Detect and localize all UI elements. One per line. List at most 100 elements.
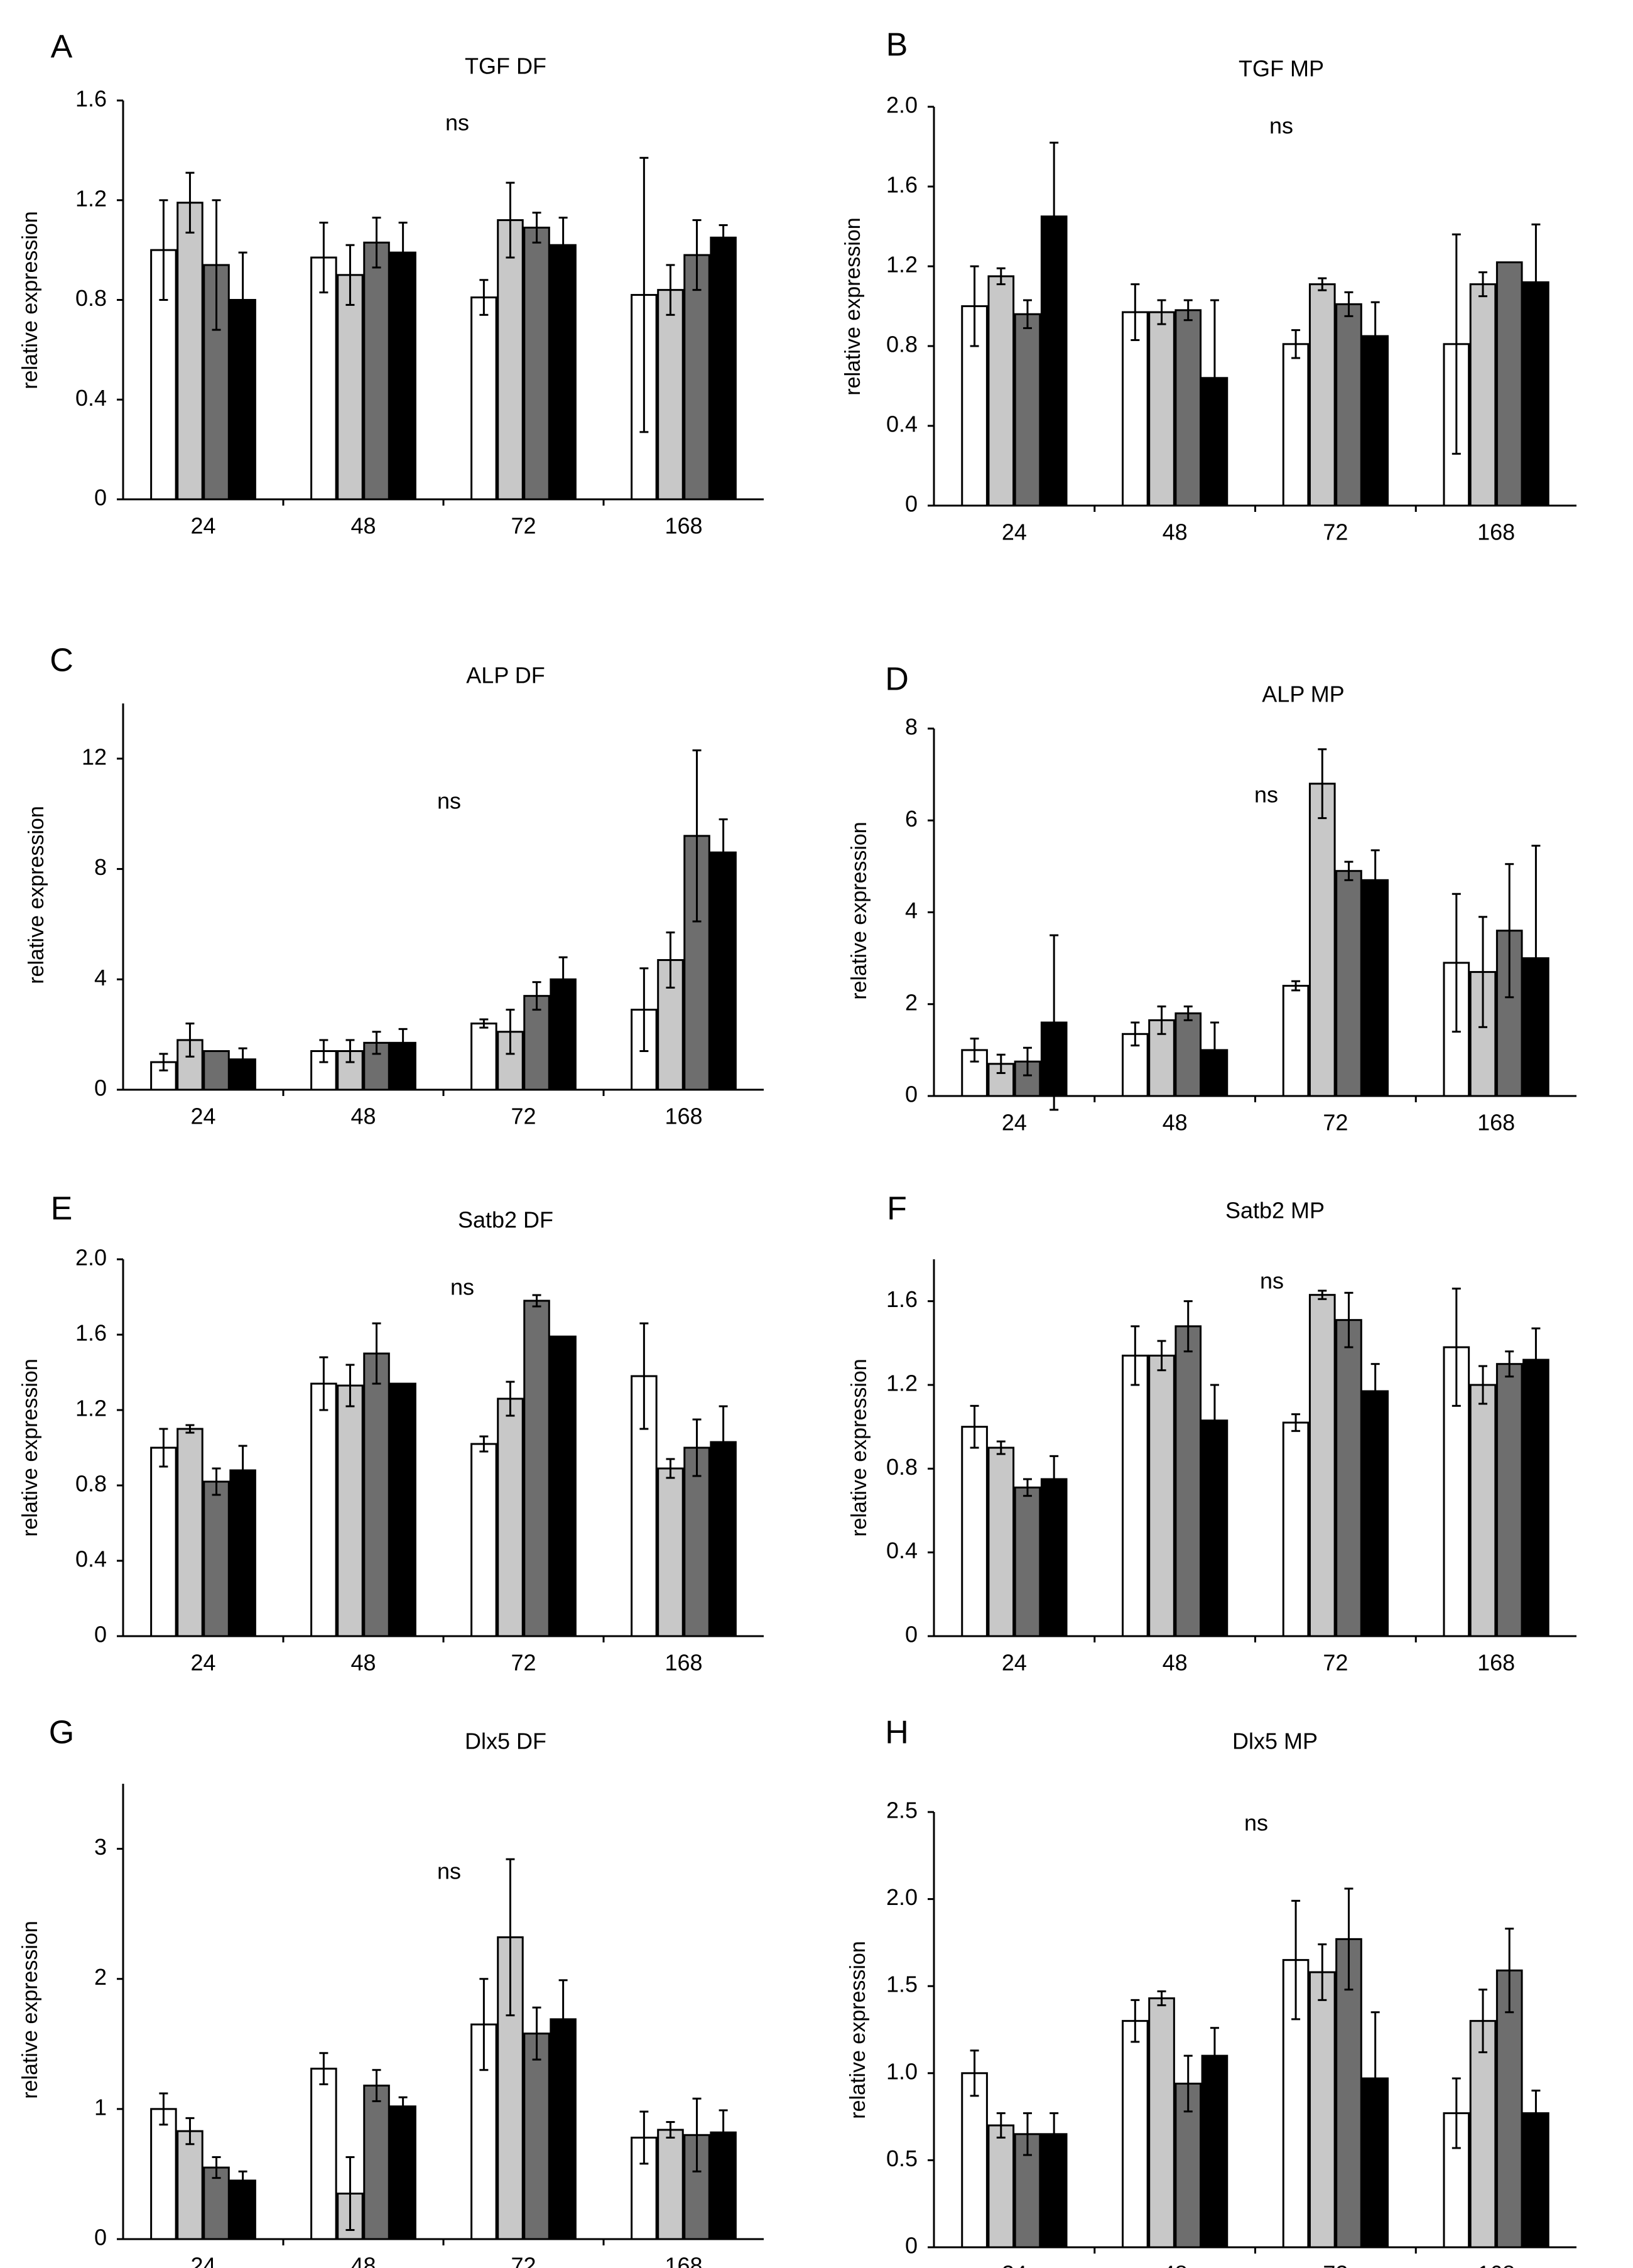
x-tick-label: 48 (350, 1104, 376, 1129)
bar-168-series-2 (657, 2129, 684, 2240)
bar-24-series-2 (176, 2130, 203, 2240)
significance-label: ns (450, 1274, 474, 1300)
bar-24-series-2 (987, 2124, 1015, 2249)
bar-48-series-2 (337, 274, 364, 501)
y-tick-label: 0.4 (886, 1538, 918, 1563)
x-tick-label: 168 (1477, 519, 1515, 545)
bar-48-series-3 (363, 241, 390, 501)
error-bar (1291, 1413, 1301, 1432)
error-bar (1478, 1365, 1488, 1405)
error-bar (692, 219, 702, 291)
x-tick-label: 168 (665, 1650, 702, 1676)
error-bar (319, 2052, 328, 2085)
error-bar (996, 1053, 1006, 1074)
bar-168-series-3 (683, 835, 710, 1091)
error-bar (1370, 301, 1380, 371)
bar-48-series-1 (1122, 311, 1149, 507)
bar-72-series-4 (550, 1335, 577, 1637)
y-tick-label: 0.4 (886, 411, 918, 437)
error-bar (1318, 277, 1327, 291)
error-bar (345, 244, 355, 306)
x-tick-label: 48 (1163, 519, 1188, 545)
y-tick-label: 0 (905, 1622, 918, 1647)
y-tick-label: 1.2 (75, 1396, 107, 1421)
error-bar (319, 1356, 328, 1411)
error-bar (506, 1381, 515, 1417)
error-bar (558, 217, 568, 274)
error-bar (532, 1294, 541, 1308)
bar-24-series-2 (176, 1428, 203, 1637)
bar-48-series-3 (363, 2085, 390, 2240)
error-bar (1050, 934, 1059, 1111)
y-tick-label: 1.6 (75, 1320, 107, 1346)
panel-g: G Dlx5 DF ns relative expression 0 1 2 3 24 48 72 1… (18, 1715, 764, 2268)
error-bar (719, 2109, 728, 2156)
y-tick-label: 2.5 (886, 1798, 918, 1823)
error-bar (479, 1435, 489, 1453)
bar-72-series-3 (523, 2032, 550, 2240)
error-bar (996, 1440, 1006, 1455)
bar-168-series-3 (1495, 1363, 1523, 1637)
error-bar (1451, 893, 1461, 1033)
error-bar (639, 967, 649, 1052)
panel-letter: H (885, 1715, 909, 1751)
error-bar (1023, 2112, 1032, 2156)
error-bar (1318, 1943, 1327, 2001)
bar-48-series-1 (310, 256, 337, 501)
panel-e: E Satb2 DF ns relative expression 0 0.4 0.8 1.2… (18, 1191, 764, 1676)
x-tick-label: 72 (511, 2253, 536, 2268)
x-tick-label: 48 (350, 2253, 376, 2268)
chart-title: Satb2 DF (458, 1207, 553, 1233)
error-bar (238, 251, 247, 349)
y-tick-label: 8 (94, 854, 107, 880)
error-bar (1478, 916, 1488, 1028)
error-bar (185, 2117, 195, 2146)
error-bar (1344, 1291, 1354, 1348)
chart-title: TGF MP (1239, 56, 1324, 82)
y-tick-label: 0 (94, 2225, 107, 2250)
error-bar (1505, 1350, 1514, 1378)
error-bar (666, 1458, 675, 1479)
x-tick-label: 72 (1323, 1650, 1348, 1676)
bar-24-series-3 (203, 1480, 230, 1637)
y-tick-label: 0.8 (75, 285, 107, 311)
error-bar (238, 1445, 247, 1496)
y-tick-label: 2.0 (886, 1884, 918, 1910)
bar-72-series-1 (1282, 985, 1310, 1097)
bar-48-series-3 (1175, 309, 1202, 507)
error-bar (1023, 299, 1032, 329)
x-tick-label: 168 (665, 2253, 702, 2268)
error-bar (1157, 1990, 1166, 2007)
bar-72-series-3 (1335, 1319, 1362, 1637)
bar-168-series-4 (710, 851, 737, 1091)
bar-72-series-2 (497, 219, 524, 501)
x-tick-label: 24 (1002, 2261, 1027, 2268)
error-bar (970, 1038, 979, 1063)
panel-letter: C (50, 643, 73, 679)
bar-48-series-4 (389, 1382, 416, 1637)
error-bar (719, 818, 728, 887)
error-bar (212, 199, 221, 331)
error-bar (398, 2096, 408, 2117)
error-bar (1291, 329, 1301, 359)
bar-24-series-4 (229, 1469, 256, 1637)
y-tick-label: 1.2 (886, 252, 918, 278)
bar-48-series-3 (1175, 1325, 1202, 1637)
error-bar (398, 221, 408, 284)
x-tick-label: 168 (665, 513, 702, 539)
error-bar (398, 1028, 408, 1058)
y-tick-label: 0 (905, 491, 918, 517)
bar-48-series-4 (389, 2105, 416, 2240)
x-tick-label: 168 (665, 1104, 702, 1129)
bar-168-series-4 (1522, 1359, 1549, 1637)
error-bar (1183, 299, 1193, 322)
error-bar (372, 1031, 381, 1055)
error-bar (532, 212, 541, 244)
bar-48-series-1 (1122, 1354, 1149, 1637)
error-bar (1023, 1046, 1032, 1077)
y-tick-label: 2.0 (75, 1245, 107, 1271)
x-tick-label: 168 (1477, 2261, 1515, 2268)
error-bar (666, 264, 675, 316)
